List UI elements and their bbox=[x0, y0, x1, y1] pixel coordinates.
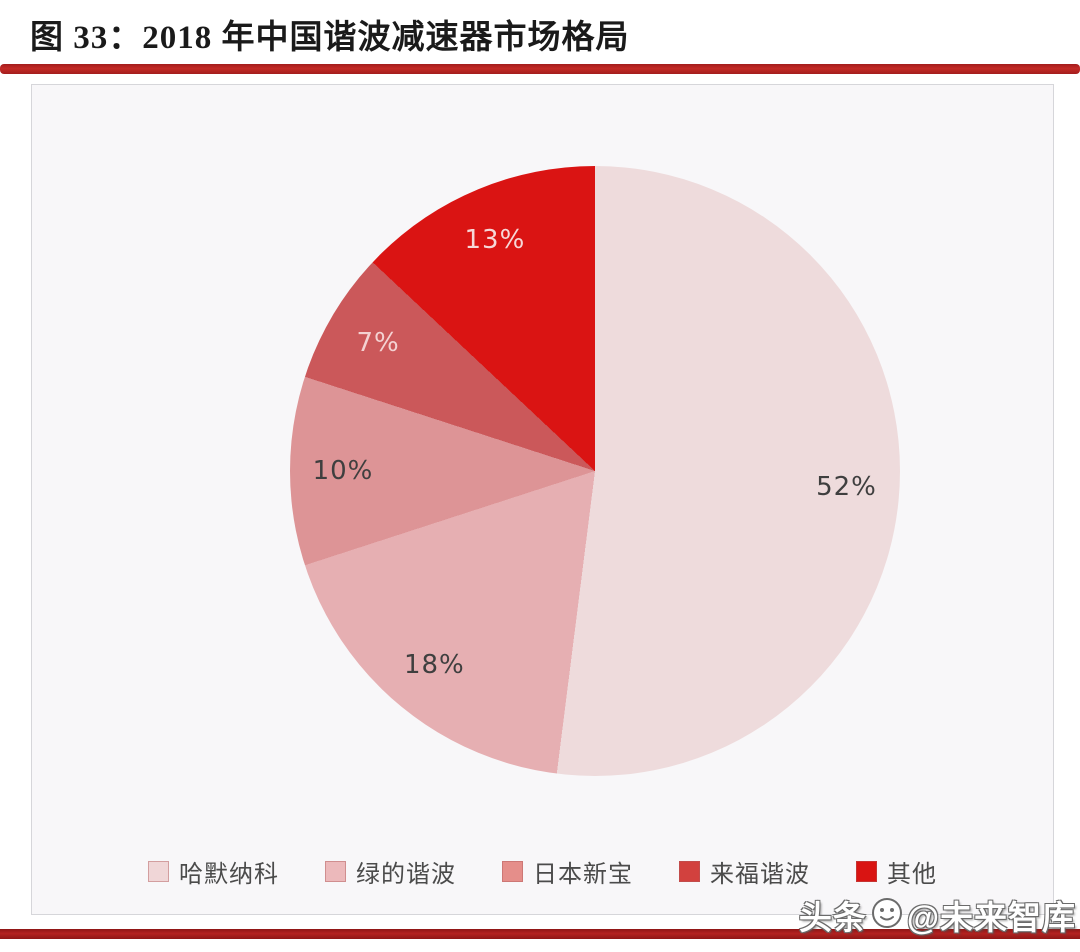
watermark-handle: @未来智库 bbox=[906, 899, 1076, 936]
legend-item: 日本新宝 bbox=[502, 854, 633, 889]
figure-title: 图 33：2018 年中国谐波减速器市场格局 bbox=[30, 20, 630, 56]
legend-label: 来福谐波 bbox=[710, 861, 810, 888]
legend-swatch bbox=[148, 861, 169, 882]
legend-label: 其他 bbox=[887, 861, 937, 888]
bottom-divider-bar bbox=[0, 929, 1080, 939]
legend-item: 哈默纳科 bbox=[148, 854, 279, 889]
legend-item: 来福谐波 bbox=[679, 854, 810, 889]
legend-label: 绿的谐波 bbox=[356, 861, 456, 888]
watermark-prefix: 头条 bbox=[798, 899, 867, 936]
legend-item: 其他 bbox=[856, 854, 937, 889]
pie-chart bbox=[290, 166, 900, 776]
legend-swatch bbox=[679, 861, 700, 882]
legend-label: 日本新宝 bbox=[533, 861, 633, 888]
legend-swatch bbox=[856, 861, 877, 882]
legend-swatch bbox=[502, 861, 523, 882]
chart-panel: 52% 18% 10% 7% 13% 哈默纳科 绿的谐波 日本新宝 来福谐波 其他 bbox=[31, 84, 1054, 915]
toutiao-face-icon bbox=[870, 896, 904, 935]
legend: 哈默纳科 绿的谐波 日本新宝 来福谐波 其他 bbox=[32, 854, 1053, 889]
title-divider-bar bbox=[0, 64, 1080, 74]
legend-item: 绿的谐波 bbox=[325, 854, 456, 889]
legend-swatch bbox=[325, 861, 346, 882]
watermark: 头条 @未来智库 bbox=[799, 891, 1076, 939]
legend-label: 哈默纳科 bbox=[179, 861, 279, 888]
